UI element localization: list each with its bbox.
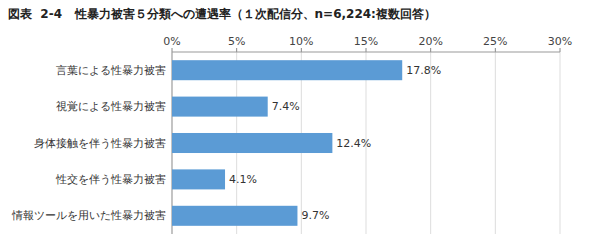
tick-label: 20%	[418, 35, 442, 48]
chart-root: 図表 2-4 性暴力被害５分類への遭遇率（１次配信分、n=6,224:複数回答）…	[0, 0, 600, 242]
tick-mark	[495, 48, 496, 52]
data-label: 7.4%	[272, 100, 300, 113]
grid-line	[495, 52, 496, 234]
x-axis: 0% 5% 10% 15% 20% 25% 30%	[163, 35, 572, 234]
bar	[172, 133, 332, 153]
grid-line	[430, 52, 431, 234]
tick-label: 10%	[289, 35, 313, 48]
bar	[172, 169, 225, 189]
category-label: 情報ツールを用いた性暴力被害	[11, 209, 166, 222]
tick-mark	[430, 48, 431, 52]
tick-label: 5%	[228, 35, 245, 48]
category-label: 身体接触を伴う性暴力被害	[34, 137, 166, 150]
tick-mark	[301, 48, 302, 52]
category-label: 性交を伴う性暴力被害	[55, 173, 166, 186]
tick-label: 0%	[163, 35, 180, 48]
tick-mark	[366, 48, 367, 52]
data-label: 17.8%	[406, 64, 441, 77]
category-label: 視覚による性暴力被害	[56, 100, 166, 113]
labels: 情報ツールを用いた性暴力被害 9.7% 性交を伴う性暴力被害 4.1% 身体接触を伴う性…	[11, 64, 441, 223]
tick-label: 15%	[354, 35, 378, 48]
tick-label: 25%	[483, 35, 507, 48]
axis-line	[172, 52, 560, 53]
tick-mark	[560, 48, 561, 52]
data-label: 9.7%	[301, 209, 329, 222]
grid-line	[560, 52, 561, 234]
bars	[172, 60, 402, 226]
bar	[172, 206, 297, 226]
bar	[172, 60, 402, 80]
category-label: 言葉による性暴力被害	[56, 64, 166, 77]
tick-mark	[172, 48, 173, 52]
bar	[172, 97, 268, 117]
chart-svg: 図表 2-4 性暴力被害５分類への遭遇率（１次配信分、n=6,224:複数回答）…	[0, 0, 600, 242]
tick-label: 30%	[548, 35, 572, 48]
data-label: 4.1%	[229, 173, 257, 186]
title: 図表 2-4 性暴力被害５分類への遭遇率（１次配信分、n=6,224:複数回答）	[8, 7, 436, 21]
tick-mark	[236, 48, 237, 52]
data-label: 12.4%	[336, 137, 371, 150]
